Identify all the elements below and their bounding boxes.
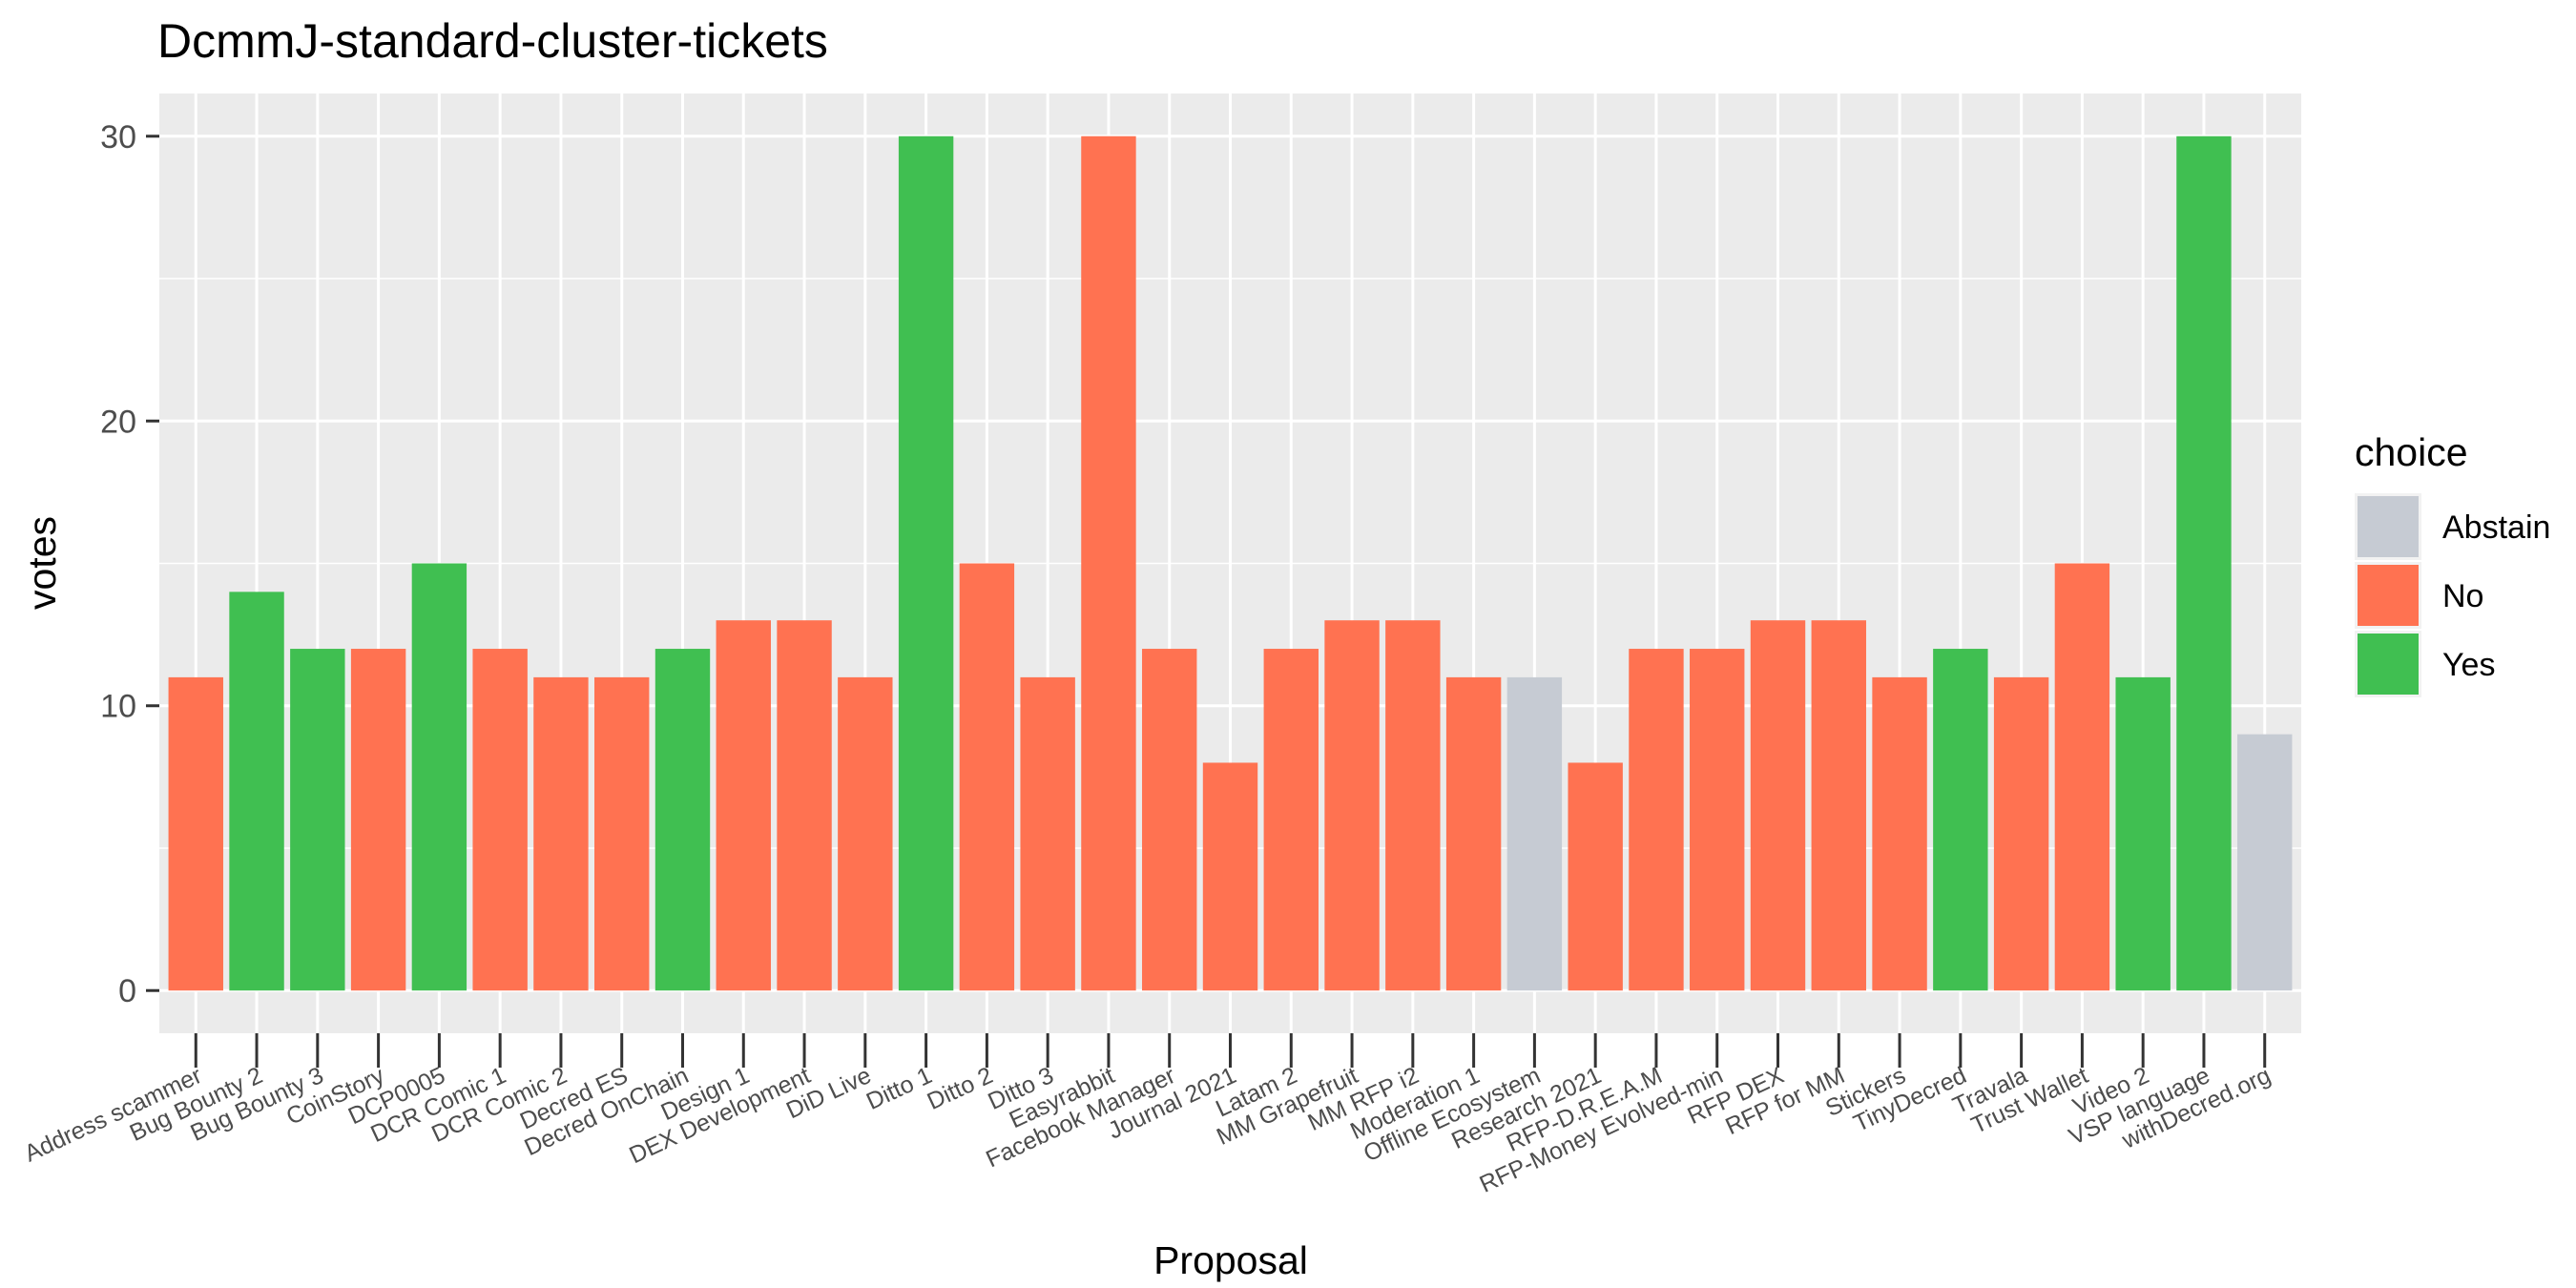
- chart-title: DcmmJ-standard-cluster-tickets: [157, 14, 828, 68]
- y-axis-title: votes: [20, 516, 64, 610]
- bar: [777, 620, 832, 991]
- legend-label: Abstain: [2442, 509, 2550, 546]
- x-tick-label: Ditto 2: [924, 1062, 997, 1115]
- bar: [1263, 649, 1319, 991]
- x-axis-title: Proposal: [1153, 1238, 1308, 1282]
- bar: [2054, 563, 2110, 991]
- bar: [1872, 676, 1927, 991]
- bar: [533, 676, 589, 991]
- bar: [594, 676, 650, 991]
- bar: [654, 649, 711, 991]
- bar: [1142, 649, 1197, 991]
- bar: [1445, 676, 1502, 991]
- bar: [1629, 649, 1684, 991]
- legend-label: No: [2442, 578, 2483, 614]
- bar: [1324, 620, 1380, 991]
- bar: [1811, 620, 1866, 991]
- bar: [1750, 620, 1806, 991]
- bar: [472, 649, 528, 991]
- bar: [168, 676, 223, 991]
- y-axis: 0 10 20 30: [100, 119, 159, 1009]
- legend-label: Yes: [2442, 647, 2495, 683]
- bar: [959, 563, 1015, 991]
- bar: [1202, 762, 1258, 991]
- bar: [2176, 135, 2232, 991]
- y-tick-label: 30: [100, 119, 136, 156]
- bar: [229, 592, 284, 991]
- bar: [1506, 676, 1563, 991]
- legend: choice Abstain No Yes: [2355, 430, 2550, 697]
- bar: [2115, 676, 2171, 991]
- bar: [1385, 620, 1441, 991]
- bar: [290, 649, 345, 991]
- legend-title: choice: [2355, 430, 2468, 474]
- y-tick-label: 10: [100, 689, 136, 725]
- bar: [1933, 649, 1988, 991]
- y-tick-label: 20: [100, 404, 136, 440]
- bars: [168, 135, 2293, 991]
- legend-key-swatch: [2358, 565, 2419, 626]
- bar: [411, 563, 467, 991]
- bar: [1081, 135, 1136, 991]
- y-tick-label: 0: [118, 973, 136, 1009]
- legend-key-swatch: [2358, 496, 2419, 557]
- x-tick-label: Ditto 1: [862, 1062, 936, 1115]
- bar: [350, 649, 406, 991]
- bar: [716, 620, 771, 991]
- bar: [1020, 676, 1075, 991]
- bar: [1690, 649, 1745, 991]
- bar: [838, 676, 893, 991]
- bar: [1993, 676, 2049, 991]
- bar: [2237, 734, 2293, 991]
- bar: [898, 135, 954, 991]
- legend-key-swatch: [2358, 634, 2419, 695]
- bar: [1568, 762, 1623, 991]
